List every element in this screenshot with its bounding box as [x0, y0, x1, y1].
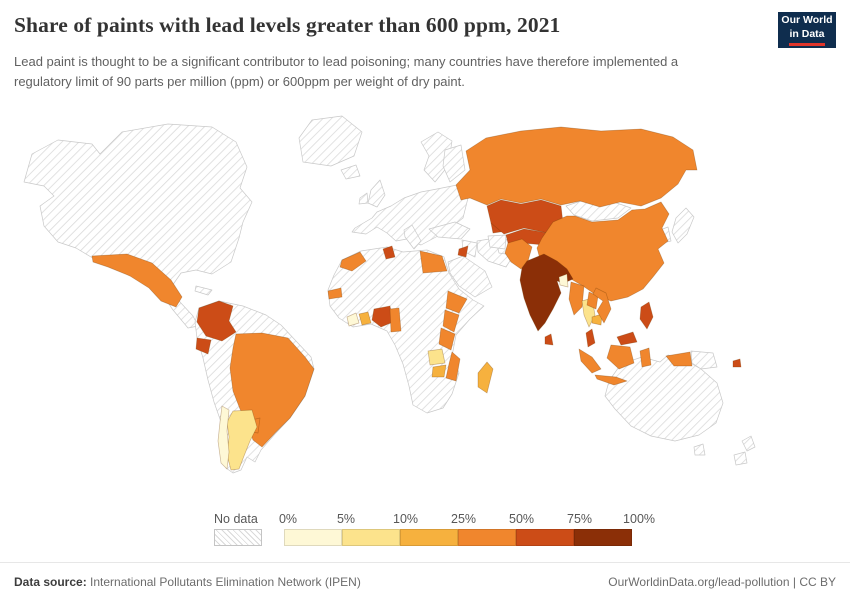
- country-ecuador[interactable]: [195, 337, 212, 355]
- country-senegal[interactable]: [327, 287, 343, 300]
- country-tunisia[interactable]: [382, 245, 396, 260]
- data-source-value: International Pollutants Elimination Net…: [86, 574, 361, 589]
- country-turkmenistan[interactable]: [487, 234, 507, 250]
- country-cote-divoire[interactable]: [346, 312, 360, 327]
- country-sri-lanka[interactable]: [544, 333, 554, 346]
- legend-swatch-10-25[interactable]: [400, 529, 458, 546]
- chart-footer: Data source: International Pollutants El…: [0, 562, 850, 600]
- country-indonesia[interactable]: [578, 344, 693, 386]
- legend-color-scale: [284, 529, 664, 546]
- page-title: Share of paints with lead levels greater…: [14, 13, 561, 37]
- country-ethiopia[interactable]: [445, 290, 468, 314]
- legend-tick-10: 10%: [392, 512, 419, 526]
- country-india[interactable]: [519, 253, 574, 332]
- country-arabian-peninsula[interactable]: [447, 255, 493, 298]
- country-japan[interactable]: [671, 207, 695, 244]
- country-caribbean[interactable]: [194, 285, 213, 296]
- country-ireland[interactable]: [358, 192, 369, 205]
- legend-tick-labels: 0% 5% 10% 25% 50% 75% 100%: [279, 512, 664, 529]
- country-iraq-syria[interactable]: [461, 239, 478, 258]
- country-papua-new-guinea[interactable]: [690, 350, 718, 370]
- country-russia[interactable]: [455, 126, 698, 208]
- legend-swatch-50-75[interactable]: [516, 529, 574, 546]
- world-choropleth-map: [23, 115, 756, 474]
- country-ghana[interactable]: [358, 311, 372, 326]
- country-egypt[interactable]: [419, 250, 448, 274]
- country-cambodia[interactable]: [591, 313, 603, 326]
- country-philippines[interactable]: [639, 301, 654, 330]
- country-bangladesh[interactable]: [558, 273, 569, 288]
- country-africa-other[interactable]: [327, 246, 485, 414]
- country-iceland[interactable]: [340, 164, 361, 180]
- data-source-label: Data source:: [14, 574, 87, 589]
- footer-credits: OurWorldinData.org/lead-pollution | CC B…: [608, 575, 836, 589]
- country-argentina[interactable]: [226, 409, 258, 471]
- footer-license: CC BY: [799, 574, 836, 589]
- legend-tick-75: 75%: [566, 512, 593, 526]
- legend-tick-100: 100%: [623, 512, 656, 526]
- footer-link[interactable]: OurWorldinData.org/lead-pollution: [608, 574, 790, 589]
- data-source: Data source: International Pollutants El…: [14, 575, 361, 589]
- country-kenya[interactable]: [442, 309, 460, 333]
- country-turkey[interactable]: [428, 221, 471, 240]
- legend-tick-0: 0%: [278, 512, 298, 526]
- legend-tick-50: 50%: [508, 512, 535, 526]
- country-new-zealand[interactable]: [733, 435, 756, 466]
- legend-swatch-5-10[interactable]: [342, 529, 400, 546]
- legend-no-data-label: No data: [214, 512, 258, 526]
- country-colombia[interactable]: [196, 300, 237, 342]
- owid-logo-line1: Our World: [781, 14, 833, 27]
- owid-logo[interactable]: Our World in Data: [778, 12, 836, 48]
- country-madagascar[interactable]: [477, 361, 494, 394]
- country-uk[interactable]: [367, 179, 386, 208]
- map-legend: No data 0% 5% 10% 25% 50% 75% 100%: [214, 512, 664, 546]
- country-zambia[interactable]: [427, 348, 446, 366]
- country-north-america[interactable]: [23, 123, 253, 329]
- legend-swatch-0-5[interactable]: [284, 529, 342, 546]
- country-italy[interactable]: [403, 224, 422, 250]
- owid-logo-line2: in Data: [789, 28, 825, 46]
- country-jordan[interactable]: [457, 245, 469, 258]
- country-chile[interactable]: [217, 405, 230, 470]
- country-zimbabwe[interactable]: [431, 364, 447, 378]
- country-tanzania[interactable]: [438, 327, 456, 351]
- country-malaysia[interactable]: [585, 328, 638, 348]
- country-australia[interactable]: [604, 354, 724, 456]
- country-mexico[interactable]: [91, 253, 183, 308]
- legend-swatch-25-50[interactable]: [458, 529, 516, 546]
- page-subtitle: Lead paint is thought to be a significan…: [14, 54, 679, 89]
- country-morocco[interactable]: [339, 251, 367, 272]
- legend-swatch-75-100[interactable]: [574, 529, 632, 546]
- country-cameroon[interactable]: [389, 307, 402, 333]
- legend-tick-25: 25%: [450, 512, 477, 526]
- country-nigeria[interactable]: [371, 305, 394, 328]
- legend-tick-5: 5%: [336, 512, 356, 526]
- country-greenland[interactable]: [298, 115, 363, 167]
- country-mozambique[interactable]: [445, 351, 461, 382]
- country-vietnam[interactable]: [592, 287, 612, 324]
- country-finland[interactable]: [442, 144, 466, 183]
- legend-no-data-swatch[interactable]: [214, 529, 262, 546]
- footer-separator: |: [789, 574, 800, 589]
- country-solomon-islands[interactable]: [732, 358, 742, 368]
- country-myanmar[interactable]: [568, 281, 585, 316]
